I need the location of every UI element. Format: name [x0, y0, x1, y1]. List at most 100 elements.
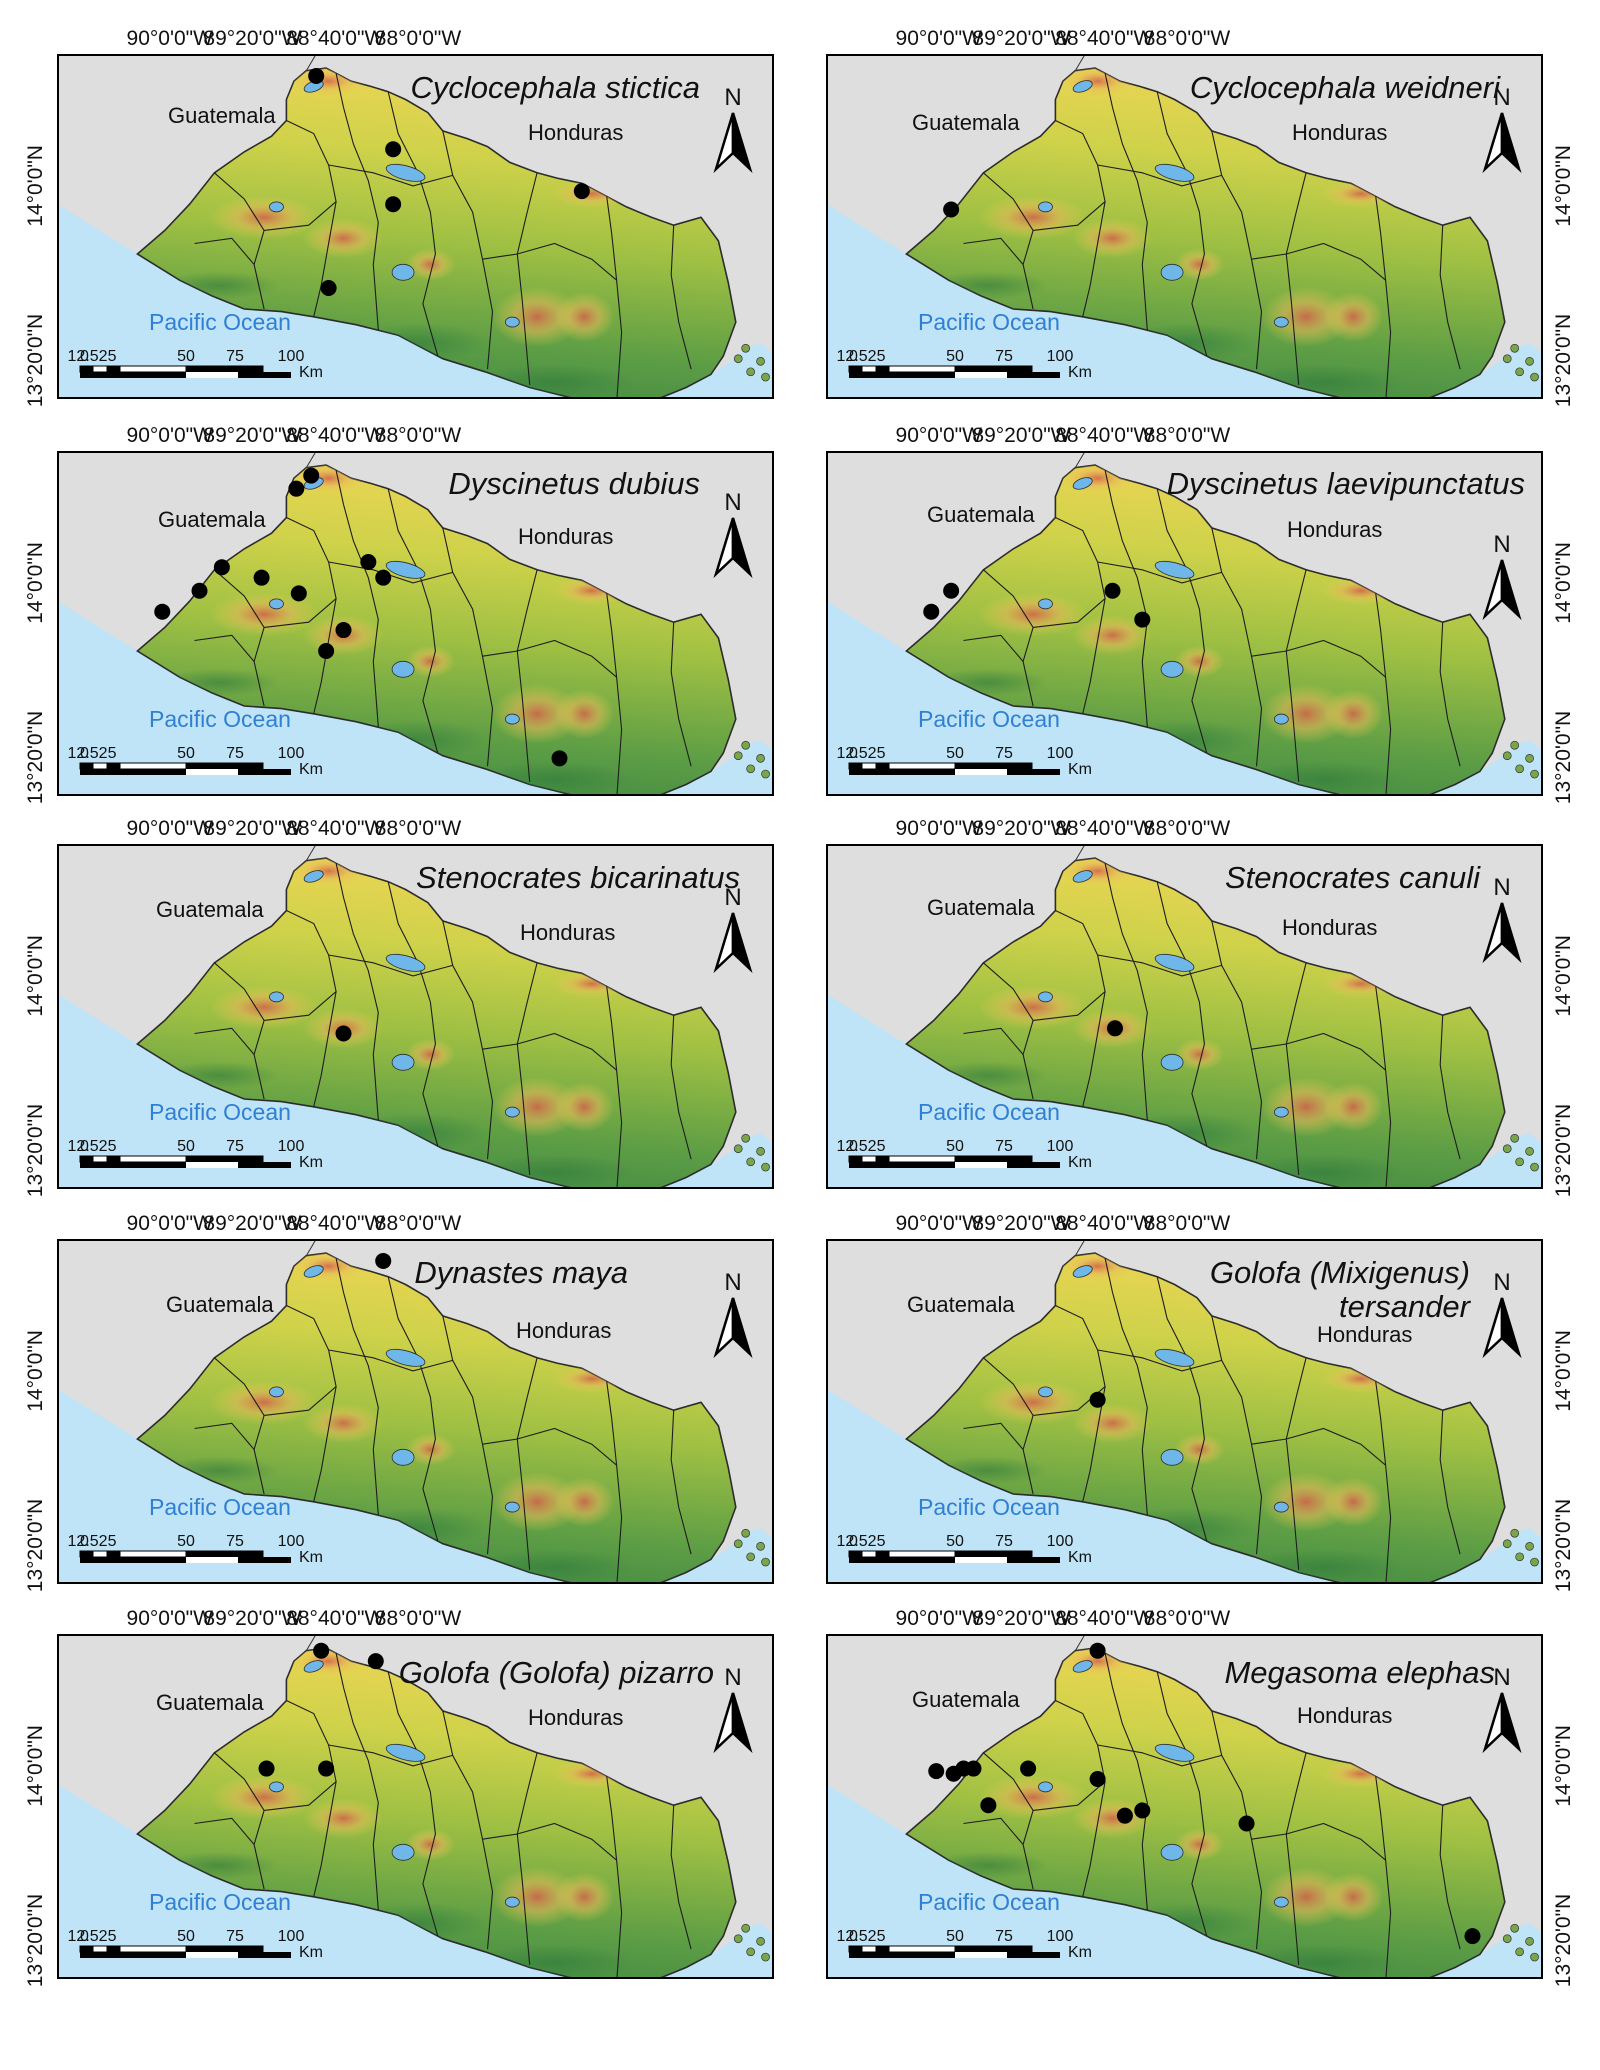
scale-tick-label: 75 — [226, 348, 244, 365]
longitude-tick-label: 89°20'0"W — [972, 1212, 1070, 1235]
scale-bar-segment — [875, 762, 890, 770]
terrain-relief — [928, 1253, 1404, 1583]
record-point — [1116, 1807, 1133, 1824]
scale-tick-label: 50 — [177, 745, 195, 762]
scale-tick-label: 75 — [995, 1533, 1013, 1550]
scale-unit-label: Km — [1068, 1944, 1092, 1961]
map-frame: Guatemala Honduras Pacific Ocean 012.525 50 7… — [827, 845, 1542, 1188]
record-point — [980, 1797, 997, 1814]
map-border — [57, 844, 774, 1189]
map-frame: Guatemala Honduras Pacific Ocean 012.525 50 7… — [58, 452, 773, 795]
lake — [1154, 953, 1195, 972]
longitude-tick-label: 88°0'0"W — [1144, 1607, 1231, 1630]
island — [741, 740, 751, 750]
pacific-ocean-area — [58, 1389, 773, 1583]
scale-bar-segment — [954, 762, 1033, 770]
scale-bar-segment — [119, 1550, 187, 1558]
lake — [391, 263, 415, 281]
longitude-tick-label: 89°20'0"W — [203, 27, 301, 50]
department-boundary — [670, 622, 692, 767]
scale-tick-label: 50 — [946, 745, 964, 762]
pacific-ocean-label: Pacific Ocean — [149, 1494, 291, 1520]
scale-tick-label: 75 — [226, 745, 244, 762]
department-boundary — [442, 527, 494, 767]
scale-tick-label: 12.525 — [837, 1533, 886, 1550]
scale-bar-segment — [955, 769, 1007, 775]
lake — [1072, 80, 1093, 93]
map-panel: 90°0'0"W89°20'0"W88°40'0"W88°0'0"W 14°0'0… — [826, 1607, 1575, 1987]
country-boundary — [1074, 55, 1086, 71]
island — [741, 1923, 751, 1933]
record-point — [313, 1642, 330, 1659]
department-boundary — [214, 569, 265, 707]
record-point — [258, 1760, 275, 1777]
lake — [504, 1501, 520, 1513]
scale-tick-label: 0 — [80, 1533, 89, 1550]
record-point — [943, 582, 960, 599]
department-boundary — [482, 1032, 617, 1071]
longitude-tick-label: 88°0'0"W — [1144, 424, 1231, 447]
country-boundary — [1074, 1240, 1086, 1256]
lake — [385, 1743, 426, 1762]
country-boundary — [305, 55, 317, 71]
species-name: Dynastes maya — [414, 1255, 628, 1290]
north-arrow-icon — [713, 1297, 753, 1359]
longitude-tick-label: 88°40'0"W — [1055, 27, 1153, 50]
island — [746, 1157, 756, 1167]
scale-bar-segment — [186, 769, 238, 775]
department-boundary — [264, 1386, 337, 1416]
latitude-tick-label: 13°20'0"N — [1552, 1499, 1575, 1592]
longitude-tick-label: 88°40'0"W — [286, 817, 384, 840]
country-boundary — [1074, 845, 1086, 861]
north-arrow-icon — [1482, 1692, 1522, 1754]
lake — [1160, 1053, 1184, 1071]
latitude-tick-label: 13°20'0"N — [24, 711, 47, 804]
scale-unit-label: Km — [299, 761, 323, 778]
record-point — [290, 585, 307, 602]
department-boundary — [1104, 1258, 1148, 1515]
pacific-ocean-area — [827, 1784, 1542, 1978]
country-boundary — [305, 845, 317, 861]
species-name: Golofa (Golofa) pizarro — [399, 1655, 714, 1690]
department-boundary — [1439, 1805, 1461, 1950]
record-point — [385, 141, 402, 158]
record-point — [1104, 582, 1121, 599]
longitude-tick-label: 88°40'0"W — [1055, 1607, 1153, 1630]
map-frame: Guatemala Honduras Pacific Ocean 012.525 50 7… — [58, 1635, 773, 1978]
honduras-label: Honduras — [528, 120, 623, 145]
department-boundary — [194, 1422, 255, 1450]
lake — [1038, 991, 1053, 1003]
scale-tick-label: 100 — [1047, 1928, 1074, 1945]
scale-bar-segment — [80, 1952, 291, 1958]
department-boundary — [335, 1258, 379, 1515]
lake — [385, 953, 426, 972]
longitude-tick-label: 90°0'0"W — [127, 1607, 214, 1630]
scale-bar-segment — [875, 1550, 890, 1558]
map-frame: Guatemala Honduras Pacific Ocean 012.525 50 7… — [827, 452, 1542, 795]
guatemala-label: Guatemala — [156, 1690, 264, 1715]
scale-bar-segment — [955, 1952, 1007, 1958]
scale-unit-label: Km — [1068, 1154, 1092, 1171]
lake — [1038, 201, 1053, 213]
pacific-ocean-area — [827, 1389, 1542, 1583]
map-frame: Guatemala Honduras Pacific Ocean 012.525 50 7… — [827, 1635, 1542, 1978]
scale-tick-label: 100 — [278, 745, 305, 762]
longitude-tick-label: 88°40'0"W — [1055, 817, 1153, 840]
department-boundary — [264, 201, 337, 231]
department-boundary — [442, 1710, 494, 1950]
lake — [1160, 660, 1184, 678]
latitude-tick-label: 13°20'0"N — [24, 1104, 47, 1197]
honduras-label: Honduras — [1292, 120, 1387, 145]
north-arrow-letter: N — [724, 489, 741, 516]
department-boundary — [670, 1410, 692, 1555]
scale-bar-segment — [119, 1945, 187, 1953]
country-boundary — [1074, 452, 1086, 468]
department-boundary — [670, 1805, 692, 1950]
scale-bar-segment — [92, 1945, 108, 1953]
record-point — [385, 196, 402, 213]
department-boundary — [482, 639, 617, 678]
department-boundary — [1097, 1349, 1222, 1372]
latitude-tick-label: 13°20'0"N — [24, 1499, 47, 1592]
latitude-tick-label: 13°20'0"N — [24, 314, 47, 407]
island — [1502, 1144, 1512, 1154]
